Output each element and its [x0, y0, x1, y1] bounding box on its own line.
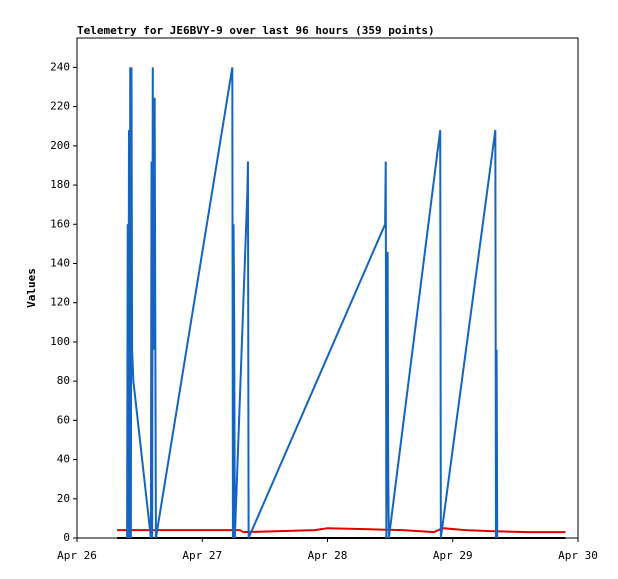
series-line	[117, 527, 566, 534]
series-line	[126, 67, 499, 539]
y-tick-label: 60	[57, 413, 70, 426]
y-tick-label: 140	[50, 256, 70, 269]
y-tick-label: 20	[57, 492, 70, 505]
y-tick-label: 100	[50, 335, 70, 348]
y-tick-label: 80	[57, 374, 70, 387]
y-tick-label: 120	[50, 296, 70, 309]
y-tick-label: 240	[50, 60, 70, 73]
y-tick-label: 220	[50, 100, 70, 113]
x-tick-label: Apr 27	[182, 549, 222, 562]
chart-title: Telemetry for JE6BVY-9 over last 96 hour…	[77, 24, 435, 37]
x-tick-label: Apr 29	[433, 549, 473, 562]
y-tick-label: 180	[50, 178, 70, 191]
x-tick-label: Apr 28	[308, 549, 348, 562]
x-tick-label: Apr 26	[57, 549, 97, 562]
y-axis-label: Values	[25, 268, 38, 308]
y-tick-label: 40	[57, 453, 70, 466]
y-tick-label: 200	[50, 139, 70, 152]
y-tick-label: 160	[50, 217, 70, 230]
x-tick-label: Apr 30	[558, 549, 598, 562]
y-tick-label: 0	[63, 531, 70, 544]
